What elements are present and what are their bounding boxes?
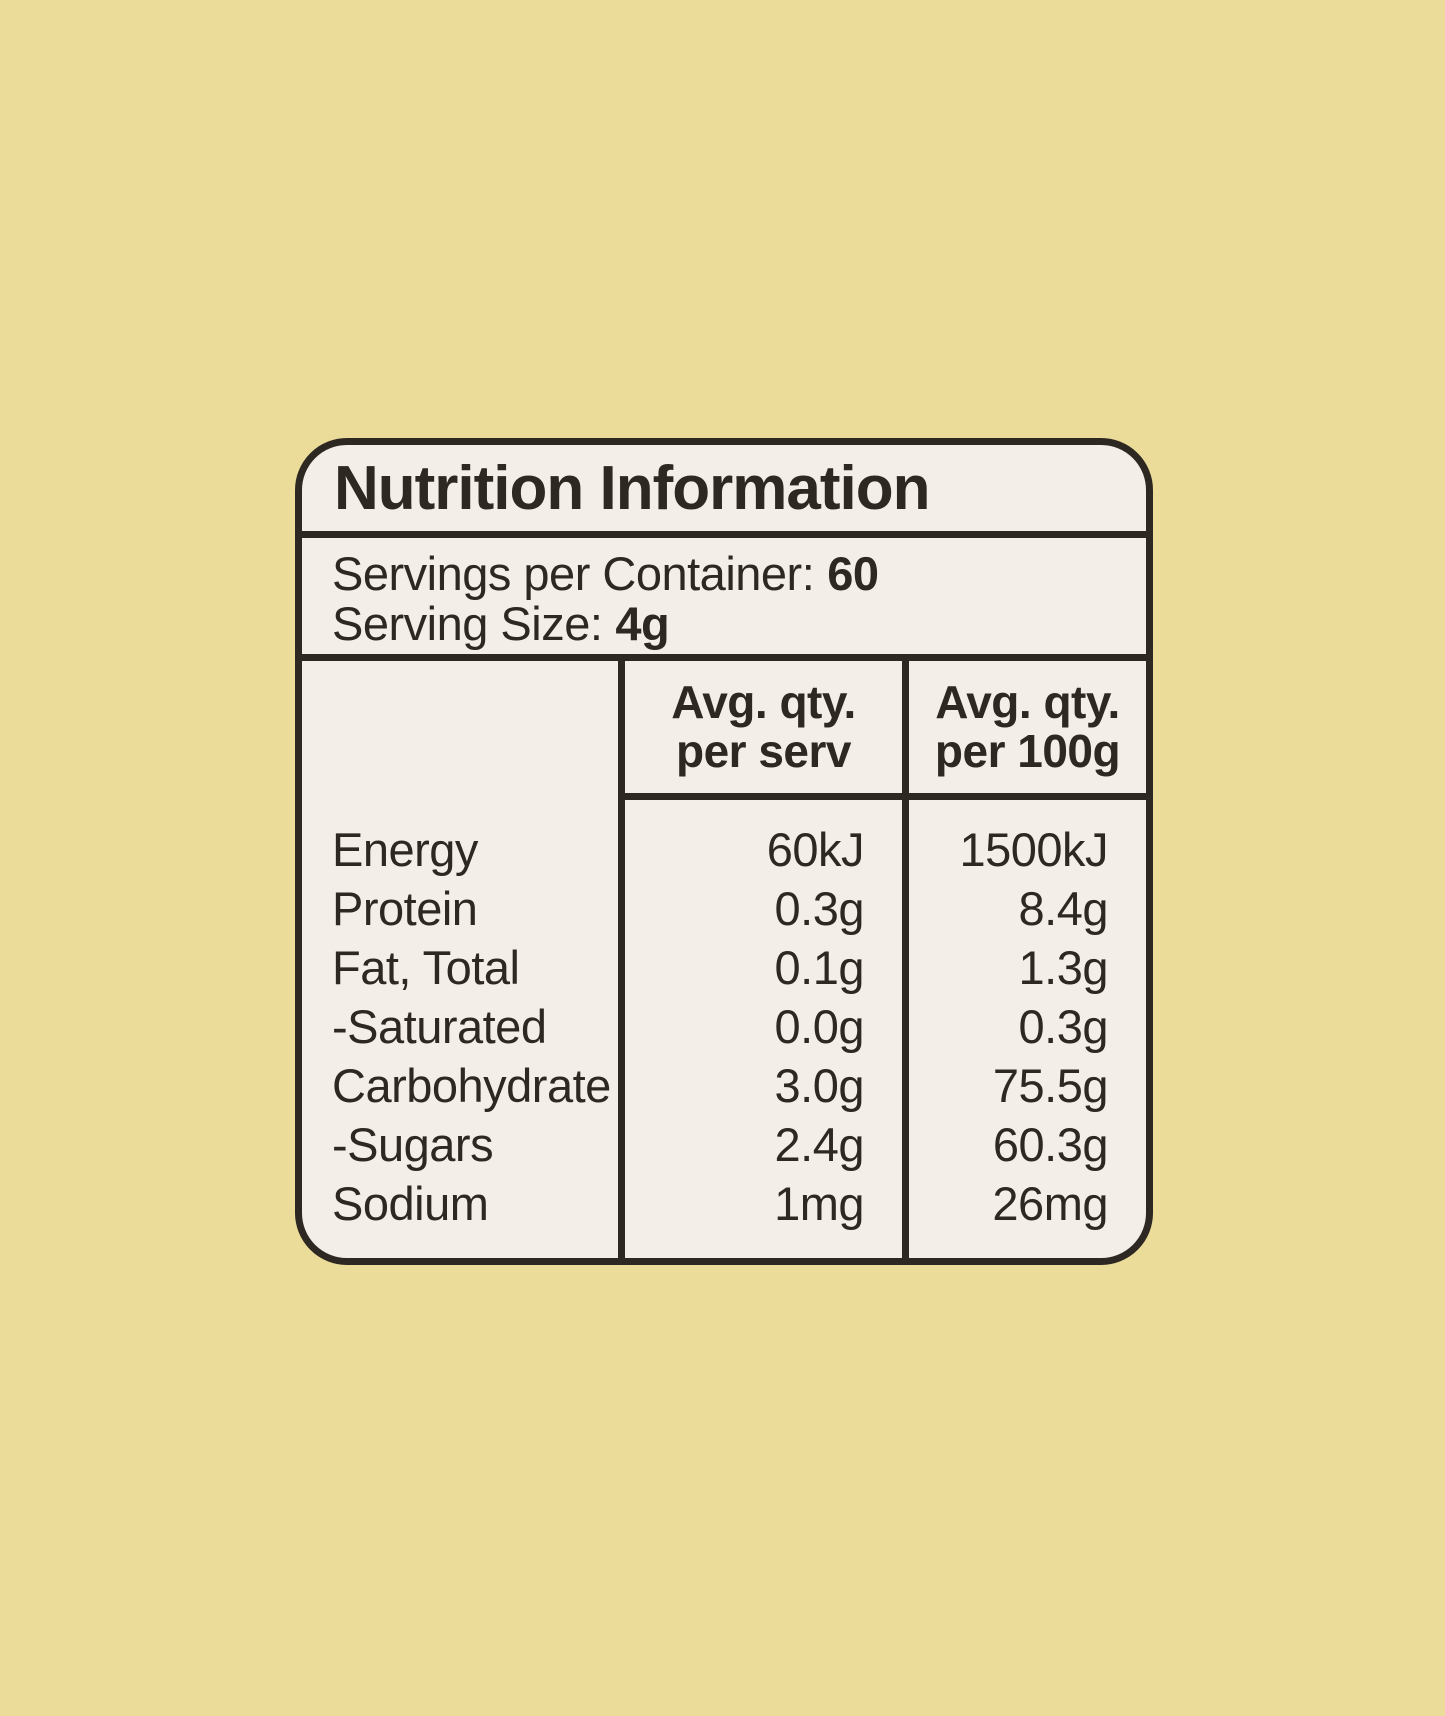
servings-per-container-label: Servings per Container: — [332, 547, 815, 600]
row-value-per-100g: 8.4g — [1018, 882, 1109, 935]
row-value-per-serv: 2.4g — [774, 1118, 865, 1171]
header-per-100g-line2: per 100g — [934, 725, 1121, 777]
row-value-per-100g: 1.3g — [1018, 941, 1109, 994]
column-per-serv: Avg. qty. per serv 60kJ 0.3g 0.1g 0.0g 3… — [618, 661, 902, 1258]
row-label: Fat, Total — [332, 941, 520, 994]
row-label: Energy — [332, 823, 478, 876]
nutrient-label-cells: Energy Protein Fat, Total -Saturated Car… — [302, 800, 618, 1233]
panel-title: Nutrition Information — [334, 453, 930, 523]
column-per-100g: Avg. qty. per 100g 1500kJ 8.4g 1.3g 0.3g… — [902, 661, 1146, 1258]
per-100g-cells: 1500kJ 8.4g 1.3g 0.3g 75.5g 60.3g 26mg — [909, 800, 1146, 1233]
row-value-per-serv: 0.1g — [774, 941, 865, 994]
column-nutrient-labels: Energy Protein Fat, Total -Saturated Car… — [302, 661, 618, 1258]
servings-per-container-line: Servings per Container: 60 — [332, 549, 1114, 599]
row-value-per-100g: 60.3g — [992, 1118, 1109, 1171]
row-value-per-serv: 60kJ — [766, 823, 865, 876]
header-per-serv-line1: Avg. qty. — [671, 676, 856, 728]
serving-size-label: Serving Size: — [332, 597, 603, 650]
row-value-per-100g: 1500kJ — [959, 823, 1108, 876]
header-per-100g-line1: Avg. qty. — [935, 676, 1120, 728]
header-empty-cell — [302, 661, 618, 800]
row-label: -Sugars — [332, 1118, 494, 1171]
row-value-per-serv: 1mg — [774, 1177, 864, 1230]
header-per-serv-line2: per serv — [675, 725, 852, 777]
row-label: -Saturated — [332, 1000, 547, 1053]
header-per-serv: Avg. qty. per serv — [625, 661, 902, 800]
servings-section: Servings per Container: 60 Serving Size: 4… — [302, 538, 1146, 661]
serving-size-line: Serving Size: 4g — [332, 599, 1114, 649]
row-label: Protein — [332, 882, 478, 935]
row-label: Sodium — [332, 1177, 489, 1230]
servings-per-container-value: 60 — [827, 547, 879, 600]
panel-title-section: Nutrition Information — [302, 445, 1146, 538]
row-value-per-100g: 26mg — [992, 1177, 1108, 1230]
per-serv-cells: 60kJ 0.3g 0.1g 0.0g 3.0g 2.4g 1mg — [625, 800, 902, 1233]
row-label: Carbohydrate — [332, 1059, 611, 1112]
row-value-per-serv: 3.0g — [774, 1059, 865, 1112]
row-value-per-serv: 0.0g — [774, 1000, 865, 1053]
row-value-per-100g: 75.5g — [992, 1059, 1109, 1112]
header-per-100g: Avg. qty. per 100g — [909, 661, 1146, 800]
nutrition-table: Energy Protein Fat, Total -Saturated Car… — [302, 661, 1146, 1258]
row-value-per-serv: 0.3g — [774, 882, 865, 935]
row-value-per-100g: 0.3g — [1018, 1000, 1109, 1053]
serving-size-value: 4g — [615, 597, 670, 650]
nutrition-panel: Nutrition Information Servings per Conta… — [295, 438, 1153, 1265]
